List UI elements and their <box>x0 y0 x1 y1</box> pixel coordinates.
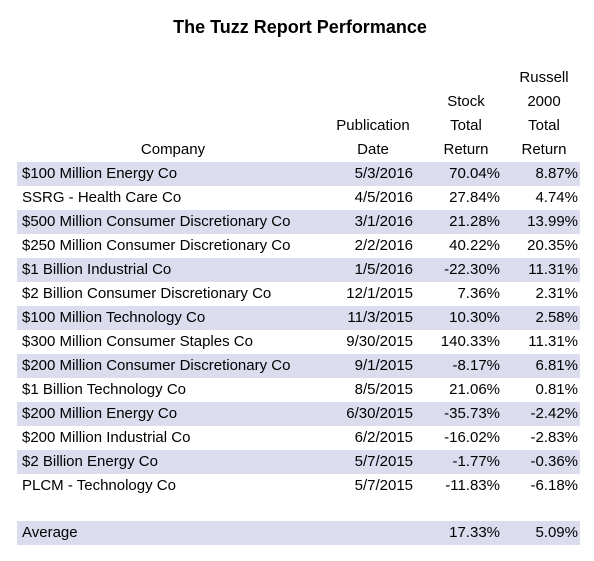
cell: $1 Billion Industrial Co <box>22 261 171 278</box>
cell: -0.36% <box>530 453 578 470</box>
cell: 4.74% <box>535 189 578 206</box>
cell: $2 Billion Consumer Discretionary Co <box>22 285 271 302</box>
cell: $100 Million Technology Co <box>22 309 205 326</box>
cell: $500 Million Consumer Discretionary Co <box>22 213 290 230</box>
cell: 8/5/2015 <box>355 381 413 398</box>
cell: -2.83% <box>530 429 578 446</box>
cell: PLCM - Technology Co <box>22 477 176 494</box>
column-header: Company <box>141 141 206 158</box>
cell: 5/7/2015 <box>355 453 413 470</box>
cell: 9/1/2015 <box>355 357 413 374</box>
cell: 5/3/2016 <box>355 165 413 182</box>
cell: 6.81% <box>535 357 578 374</box>
cell: $200 Million Energy Co <box>22 405 177 422</box>
cell: SSRG - Health Care Co <box>22 189 181 206</box>
cell: 2/2/2016 <box>355 237 413 254</box>
cell: 6/2/2015 <box>355 429 413 446</box>
row-shade <box>17 258 580 282</box>
cell: 27.84% <box>449 189 500 206</box>
row-shade <box>17 162 580 186</box>
cell: -2.42% <box>530 405 578 422</box>
cell: 140.33% <box>441 333 500 350</box>
cell: $200 Million Industrial Co <box>22 429 190 446</box>
cell: 12/1/2015 <box>346 285 413 302</box>
cell: 2.31% <box>535 285 578 302</box>
cell: 0.81% <box>535 381 578 398</box>
column-header: Return <box>443 141 488 158</box>
average-label: Average <box>22 524 78 541</box>
row-shade <box>17 450 580 474</box>
column-header: Russell <box>519 69 568 86</box>
cell: 70.04% <box>449 165 500 182</box>
cell: 8.87% <box>535 165 578 182</box>
cell: 21.06% <box>449 381 500 398</box>
cell: 5/7/2015 <box>355 477 413 494</box>
cell: 7.36% <box>457 285 500 302</box>
cell: $100 Million Energy Co <box>22 165 177 182</box>
cell: 13.99% <box>527 213 578 230</box>
title: The Tuzz Report Performance <box>173 17 427 37</box>
column-header: Return <box>521 141 566 158</box>
cell: -1.77% <box>452 453 500 470</box>
cell: -22.30% <box>444 261 500 278</box>
cell: $200 Million Consumer Discretionary Co <box>22 357 290 374</box>
cell: 6/30/2015 <box>346 405 413 422</box>
cell: $300 Million Consumer Staples Co <box>22 333 253 350</box>
cell: -16.02% <box>444 429 500 446</box>
cell: 21.28% <box>449 213 500 230</box>
cell: $2 Billion Energy Co <box>22 453 158 470</box>
cell: 20.35% <box>527 237 578 254</box>
cell: 4/5/2016 <box>355 189 413 206</box>
cell: 11.31% <box>528 333 578 350</box>
cell: -6.18% <box>530 477 578 494</box>
cell: 3/1/2016 <box>355 213 413 230</box>
column-header: Total <box>450 117 482 134</box>
cell: 10.30% <box>449 309 500 326</box>
average-stock: 17.33% <box>449 524 500 541</box>
cell: -8.17% <box>452 357 500 374</box>
cell: 9/30/2015 <box>346 333 413 350</box>
cell: 2.58% <box>535 309 578 326</box>
row-shade <box>17 402 580 426</box>
row-shade <box>17 306 580 330</box>
average-russell: 5.09% <box>535 524 578 541</box>
column-header: Total <box>528 117 560 134</box>
row-shade <box>17 521 580 545</box>
cell: -35.73% <box>444 405 500 422</box>
row-shade <box>17 210 580 234</box>
cell: -11.83% <box>445 477 500 494</box>
cell: $1 Billion Technology Co <box>22 381 186 398</box>
column-header: Stock <box>447 93 485 110</box>
column-header: Publication <box>336 117 409 134</box>
cell: 40.22% <box>449 237 500 254</box>
column-header: Date <box>357 141 389 158</box>
cell: 11/3/2015 <box>347 309 413 326</box>
cell: 11.31% <box>528 261 578 278</box>
cell: 1/5/2016 <box>355 261 413 278</box>
row-shade <box>17 354 580 378</box>
column-header: 2000 <box>527 93 560 110</box>
cell: $250 Million Consumer Discretionary Co <box>22 237 290 254</box>
